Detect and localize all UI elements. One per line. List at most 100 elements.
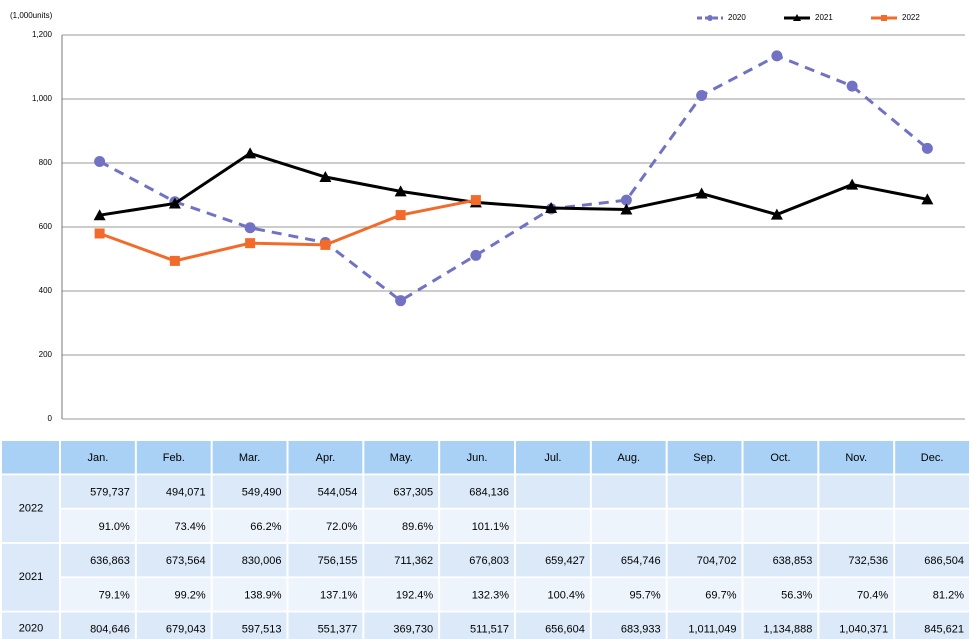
header-text: Mar. [239, 452, 260, 464]
legend-marker [793, 14, 801, 21]
header-cell [591, 441, 666, 474]
legend-marker [881, 15, 887, 21]
marker [244, 222, 256, 234]
table-corner [2, 441, 59, 474]
series-line [99, 198, 477, 263]
table-cell [667, 543, 742, 577]
table-cell [364, 578, 439, 611]
header-cell [895, 441, 969, 474]
cell-text: 683,933 [621, 624, 661, 636]
table-cell [440, 475, 514, 508]
header-cell [743, 441, 818, 474]
legend-marker [707, 15, 713, 21]
table-cell [136, 612, 211, 639]
table-cell [516, 543, 590, 577]
table-cell [212, 578, 287, 611]
cell-text: 91.0% [99, 521, 130, 533]
header-text: May. [390, 452, 413, 464]
cell-text: 79.1% [99, 589, 130, 601]
table-cell [61, 475, 135, 508]
header-cell [667, 441, 742, 474]
cell-text: 549,490 [242, 486, 282, 498]
table-cell [212, 543, 287, 577]
cell-text: 830,006 [242, 555, 282, 567]
year-text: 2021 [19, 571, 43, 583]
table-cell [591, 578, 666, 611]
table-cell [895, 475, 969, 508]
header-cell [364, 441, 439, 474]
cell-text: 81.2% [933, 589, 964, 601]
cell-text: 95.7% [629, 589, 660, 601]
cell-text: 654,746 [621, 555, 661, 567]
header-cell [819, 441, 894, 474]
cell-text: 676,803 [469, 555, 509, 567]
cell-text: 69.7% [705, 589, 736, 601]
table-cell [743, 475, 818, 508]
table-cell [61, 612, 135, 639]
marker [93, 209, 106, 221]
year-text: 2020 [19, 623, 43, 635]
header-cell [516, 441, 590, 474]
table-cell [743, 612, 818, 639]
cell-text: 679,043 [166, 624, 206, 636]
year-cell [2, 543, 59, 611]
table-cell [667, 578, 742, 611]
table-cell [288, 543, 363, 577]
marker [94, 156, 106, 168]
header-text: Nov. [845, 452, 867, 464]
header-text: Oct. [770, 452, 790, 464]
marker [545, 201, 558, 213]
cell-text: 1,040,371 [839, 624, 888, 636]
table-cell [591, 509, 666, 543]
cell-text: 89.6% [402, 521, 433, 533]
table-cell [288, 475, 363, 508]
header-cell [61, 441, 135, 474]
table-cell [895, 578, 969, 611]
marker [620, 194, 632, 206]
table-cell [667, 509, 742, 543]
marker [168, 197, 181, 209]
table-cell [743, 578, 818, 611]
marker [169, 255, 180, 266]
year-cell [2, 612, 59, 639]
table-cell [819, 543, 894, 577]
cell-text: 756,155 [318, 555, 358, 567]
table-cell [895, 612, 969, 639]
header-text: Feb. [163, 452, 185, 464]
marker [846, 80, 858, 92]
y-tick-label: 1,200 [32, 30, 53, 39]
marker [695, 187, 708, 199]
cell-text: 804,646 [90, 624, 130, 636]
table-cell [364, 475, 439, 508]
series-line [98, 54, 929, 303]
table-cell [440, 612, 514, 639]
y-tick-label: 1,000 [32, 94, 53, 103]
table-cell [667, 475, 742, 508]
header-text: Dec. [921, 452, 944, 464]
y-tick-label: 800 [39, 158, 53, 167]
marker [846, 178, 859, 190]
cell-text: 732,536 [848, 555, 888, 567]
marker [94, 228, 105, 239]
marker [245, 238, 256, 249]
table-cell [895, 509, 969, 543]
table-cell [819, 612, 894, 639]
table-cell [364, 612, 439, 639]
header-cell [136, 441, 211, 474]
marker [696, 89, 708, 101]
table-cell [136, 475, 211, 508]
table-cell [819, 578, 894, 611]
cell-text: 73.4% [174, 521, 205, 533]
cell-text: 656,604 [545, 624, 585, 636]
series-line [99, 151, 928, 217]
cell-text: 637,305 [393, 486, 433, 498]
table-cell [136, 509, 211, 543]
cell-text: 544,054 [318, 486, 358, 498]
table-cell [136, 578, 211, 611]
header-text: Sep. [693, 452, 716, 464]
header-text: Apr. [316, 452, 336, 464]
marker [771, 50, 783, 62]
table-cell [288, 509, 363, 543]
cell-text: 673,564 [166, 555, 206, 567]
